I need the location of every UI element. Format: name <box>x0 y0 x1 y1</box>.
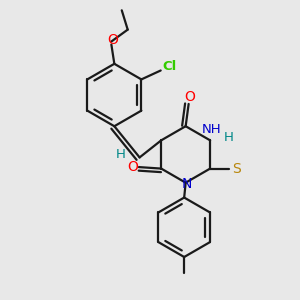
Text: O: O <box>184 90 195 104</box>
Text: H: H <box>115 148 125 161</box>
Text: Cl: Cl <box>163 59 177 73</box>
Text: NH: NH <box>202 123 221 136</box>
Text: O: O <box>107 33 118 47</box>
Text: H: H <box>224 131 233 145</box>
Text: O: O <box>127 160 138 174</box>
Text: N: N <box>182 177 192 191</box>
Text: S: S <box>232 162 241 176</box>
